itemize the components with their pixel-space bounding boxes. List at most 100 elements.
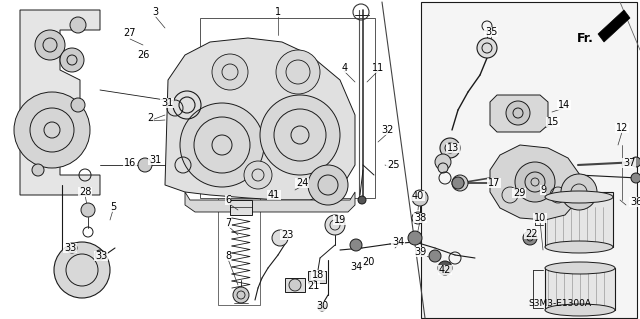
Ellipse shape [545,191,613,203]
Bar [421,2,637,318]
Text: 1: 1 [275,7,281,17]
Circle shape [452,177,464,189]
Circle shape [523,231,537,245]
Bar [308,271,326,283]
Circle shape [289,279,301,291]
Text: 6: 6 [225,195,231,205]
Circle shape [429,250,441,262]
Circle shape [325,215,345,235]
Circle shape [561,174,597,210]
Text: 31: 31 [149,155,161,165]
Circle shape [438,163,448,173]
Text: 30: 30 [316,301,328,311]
Text: 9: 9 [540,185,546,195]
Circle shape [631,173,640,183]
Text: 34: 34 [392,237,404,247]
Text: 13: 13 [447,143,459,153]
Circle shape [435,154,451,170]
Bar [545,192,613,247]
Bar [285,278,305,292]
Text: 42: 42 [439,265,451,275]
Circle shape [308,165,348,205]
Text: 14: 14 [558,100,570,110]
Text: 27: 27 [124,28,136,38]
Text: 36: 36 [630,197,640,207]
Text: 34: 34 [350,262,362,272]
Circle shape [477,38,497,58]
Circle shape [506,101,530,125]
Text: 5: 5 [110,202,116,212]
Circle shape [318,303,326,311]
Text: 16: 16 [124,158,136,168]
Text: 12: 12 [616,123,628,133]
Polygon shape [185,192,355,212]
Text: 31: 31 [161,98,173,108]
Text: 22: 22 [525,229,537,239]
Text: 38: 38 [414,213,426,223]
Circle shape [244,161,272,189]
Bar [545,268,615,310]
Text: 4: 4 [342,63,348,73]
Circle shape [35,30,65,60]
Polygon shape [598,10,630,42]
Text: 18: 18 [312,270,324,280]
Bar [200,18,375,198]
Circle shape [515,162,555,202]
Text: 37: 37 [623,158,635,168]
Circle shape [81,203,95,217]
Polygon shape [490,95,548,132]
Circle shape [260,95,340,175]
Ellipse shape [545,241,613,253]
Text: 10: 10 [534,213,546,223]
Text: 28: 28 [79,187,91,197]
Circle shape [233,287,249,303]
Text: 17: 17 [488,178,500,188]
Circle shape [54,242,110,298]
Text: 40: 40 [412,191,424,201]
Text: 26: 26 [137,50,149,60]
Polygon shape [490,145,580,220]
Text: 19: 19 [334,215,346,225]
Circle shape [138,158,152,172]
Circle shape [358,196,366,204]
Text: 23: 23 [281,230,293,240]
Polygon shape [20,10,100,195]
Ellipse shape [545,262,615,274]
Circle shape [180,103,264,187]
Text: S3M3-E1300A: S3M3-E1300A [529,299,591,308]
Circle shape [272,230,288,246]
Text: 25: 25 [387,160,399,170]
Text: 20: 20 [362,257,374,267]
Text: 33: 33 [64,243,76,253]
Circle shape [71,98,85,112]
Circle shape [60,48,84,72]
Circle shape [32,164,44,176]
Text: 24: 24 [296,178,308,188]
Text: 3: 3 [152,7,158,17]
Circle shape [95,250,105,260]
Text: 41: 41 [268,190,280,200]
Circle shape [70,17,86,33]
Polygon shape [165,38,355,200]
Text: 11: 11 [372,63,384,73]
Circle shape [276,50,320,94]
Ellipse shape [545,304,615,316]
Text: 33: 33 [95,251,107,261]
Text: 21: 21 [307,281,319,291]
Circle shape [438,261,452,275]
Bar [218,198,260,305]
Text: 2: 2 [147,113,153,123]
Text: Fr.: Fr. [577,32,593,44]
Circle shape [452,175,468,191]
Text: 29: 29 [513,188,525,198]
Text: 7: 7 [225,218,231,228]
Text: 32: 32 [382,125,394,135]
Circle shape [440,138,460,158]
Text: 39: 39 [414,247,426,257]
Text: 35: 35 [485,27,497,37]
Text: 15: 15 [547,117,559,127]
Circle shape [67,243,77,253]
Circle shape [14,92,90,168]
Circle shape [631,157,640,167]
Circle shape [212,54,248,90]
